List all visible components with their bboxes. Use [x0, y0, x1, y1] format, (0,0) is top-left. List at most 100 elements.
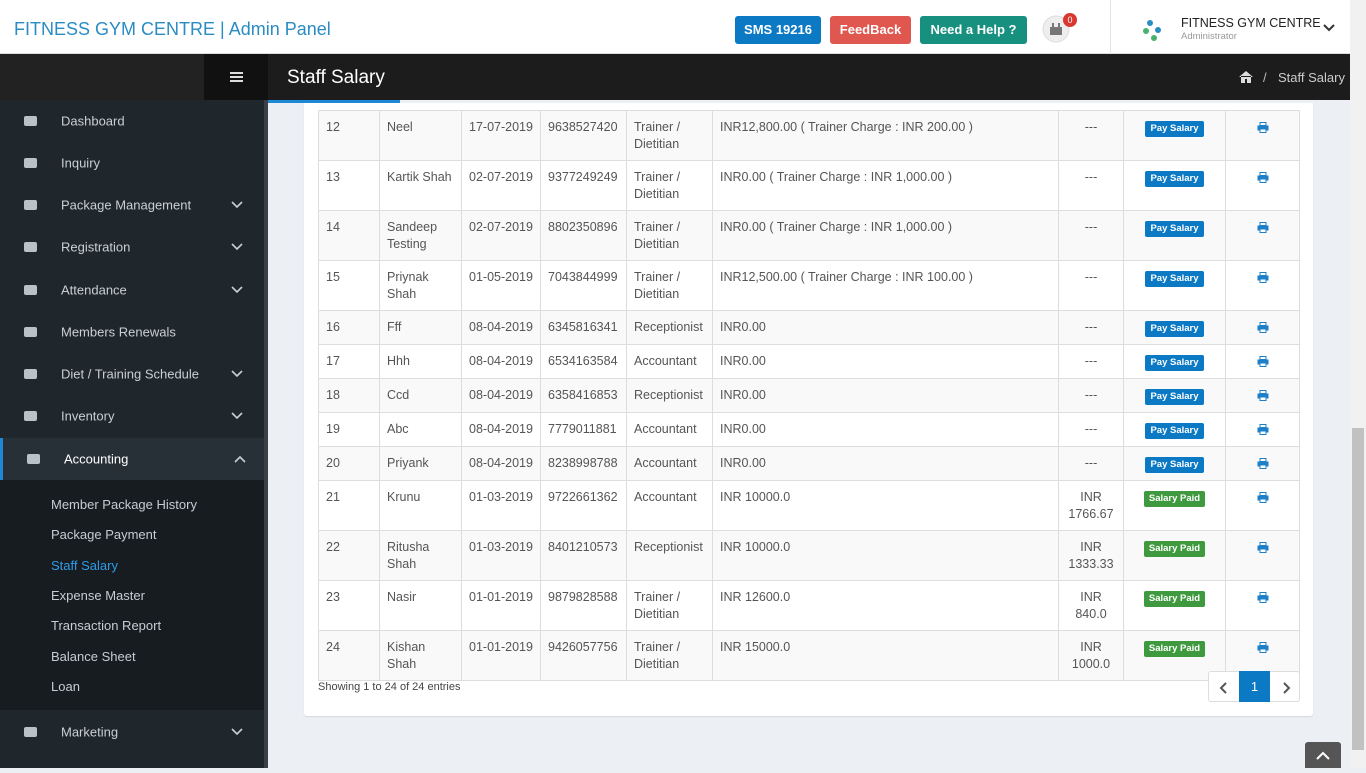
table-cell: ---: [1058, 260, 1124, 311]
menu-item[interactable]: Package Management: [0, 184, 264, 226]
table-cell: ---: [1058, 310, 1124, 345]
status-button[interactable]: Salary Paid: [1143, 641, 1206, 657]
print-icon: [1257, 222, 1269, 233]
status-button[interactable]: Pay Salary: [1145, 221, 1204, 237]
user-logo: [1143, 20, 1161, 41]
top-header: FITNESS GYM CENTRE | Admin Panel SMS 192…: [0, 0, 1350, 54]
status-button[interactable]: Pay Salary: [1145, 121, 1204, 137]
table-cell: 15: [318, 260, 380, 311]
title-bar: Staff Salary / Staff Salary: [268, 54, 1350, 100]
table-cell: ---: [1058, 412, 1124, 447]
table-cell: 16: [318, 310, 380, 345]
menu-item[interactable]: Inquiry: [0, 142, 264, 184]
notification-badge: 0: [1063, 13, 1077, 27]
status-button[interactable]: Pay Salary: [1145, 389, 1204, 405]
print-icon: [1257, 492, 1269, 503]
table-cell: 01-01-2019: [461, 630, 541, 681]
table-cell: ---: [1058, 160, 1124, 211]
table-cell: 8802350896: [540, 210, 627, 261]
table-cell: Krunu: [379, 480, 462, 531]
status-button[interactable]: Salary Paid: [1143, 491, 1206, 507]
submenu-item[interactable]: Member Package History: [51, 497, 197, 512]
back-to-top[interactable]: [1305, 742, 1341, 768]
table-cell: INR 1000.0: [1058, 630, 1124, 681]
table-cell: 01-01-2019: [461, 580, 541, 631]
submenu-item[interactable]: Balance Sheet: [51, 648, 136, 664]
menu-item[interactable]: Attendance: [0, 269, 264, 311]
table-cell: 01-03-2019: [461, 480, 541, 531]
table-cell: Trainer / Dietitian: [626, 580, 713, 631]
current-page[interactable]: 1: [1239, 671, 1270, 702]
menu-item[interactable]: Dashboard: [0, 100, 264, 142]
table-row: 16 Fff 08-04-2019 6345816341 Receptionist INR…: [318, 310, 1300, 345]
menu-label: Attendance: [61, 282, 127, 298]
table-cell: INR0.00: [712, 310, 1059, 345]
menu-toggle[interactable]: [204, 54, 268, 100]
table-cell: Trainer / Dietitian: [626, 160, 713, 211]
feedback-button[interactable]: FeedBack: [830, 16, 911, 44]
table-cell: Accountant: [626, 446, 713, 481]
status-cell: Pay Salary: [1123, 210, 1226, 261]
entries-info: Showing 1 to 24 of 24 entries: [318, 681, 461, 693]
status-cell: Pay Salary: [1123, 446, 1226, 481]
user-name[interactable]: FITNESS GYM CENTRE: [1181, 16, 1321, 30]
scroll-thumb[interactable]: [1352, 428, 1364, 750]
status-button[interactable]: Pay Salary: [1145, 457, 1204, 473]
table-cell: INR0.00: [712, 412, 1059, 447]
table-cell: ---: [1058, 210, 1124, 261]
menu-item[interactable]: Accounting: [0, 438, 264, 480]
submenu-item[interactable]: Loan: [51, 678, 80, 694]
user-dropdown[interactable]: [1323, 24, 1335, 32]
print-icon: [1257, 390, 1269, 401]
home-icon[interactable]: [1238, 70, 1254, 84]
status-button[interactable]: Pay Salary: [1145, 423, 1204, 439]
menu-icon: [24, 411, 37, 421]
menu-item[interactable]: Members Renewals: [0, 311, 264, 353]
menu-icon: [24, 116, 37, 126]
menu-icon: [27, 454, 40, 464]
table-cell: INR0.00: [712, 378, 1059, 413]
table-cell: 6345816341: [540, 310, 627, 345]
print-icon: [1257, 542, 1269, 553]
menu-arrow: [231, 201, 243, 209]
status-cell: Pay Salary: [1123, 260, 1226, 311]
brand[interactable]: FITNESS GYM CENTRE | Admin Panel: [14, 19, 331, 39]
scrollbar[interactable]: [1350, 0, 1366, 768]
submenu-item[interactable]: Package Payment: [51, 527, 157, 543]
sidebar: Dashboard Inquiry Package Management Regist…: [0, 100, 268, 768]
table-row: 13 Kartik Shah 02-07-2019 9377249249 Trainer…: [318, 160, 1300, 211]
status-button[interactable]: Pay Salary: [1145, 271, 1204, 287]
status-button[interactable]: Salary Paid: [1143, 591, 1206, 607]
title-underline: [268, 100, 400, 103]
status-button[interactable]: Pay Salary: [1145, 171, 1204, 187]
print-icon: [1257, 642, 1269, 653]
submenu-item[interactable]: Expense Master: [51, 587, 145, 603]
status-button[interactable]: Salary Paid: [1143, 541, 1206, 557]
menu-label: Marketing: [61, 724, 119, 740]
menu-item[interactable]: Inventory: [0, 395, 264, 437]
status-cell: Pay Salary: [1123, 378, 1226, 413]
print-cell: [1225, 210, 1300, 261]
help-button[interactable]: Need a Help ?: [920, 16, 1027, 44]
table-cell: INR 15000.0: [712, 630, 1059, 681]
table-row: 15 Priynak Shah 01-05-2019 7043844999 Traine…: [318, 260, 1300, 311]
menu-item[interactable]: Marketing: [0, 711, 264, 753]
hamburger-icon: [230, 72, 243, 82]
table-cell: INR 1766.67: [1058, 480, 1124, 531]
table-cell: INR0.00: [712, 446, 1059, 481]
table-row: 24 Kishan Shah 01-01-2019 9426057756 Trainer…: [318, 630, 1300, 681]
notification-icon[interactable]: [1042, 15, 1072, 45]
table-cell: 9638527420: [540, 110, 627, 161]
prev-page: [1219, 682, 1227, 694]
menu-icon: [24, 200, 37, 210]
print-cell: [1225, 580, 1300, 631]
table-cell: 01-03-2019: [461, 530, 541, 581]
submenu-item[interactable]: Staff Salary: [51, 557, 118, 573]
submenu-item[interactable]: Transaction Report: [51, 618, 162, 634]
menu-item[interactable]: Registration: [0, 226, 264, 268]
status-button[interactable]: Pay Salary: [1145, 355, 1204, 371]
status-button[interactable]: Pay Salary: [1145, 321, 1204, 337]
sms-button[interactable]: SMS 19216: [735, 16, 821, 44]
menu-item[interactable]: Diet / Training Schedule: [0, 353, 264, 395]
